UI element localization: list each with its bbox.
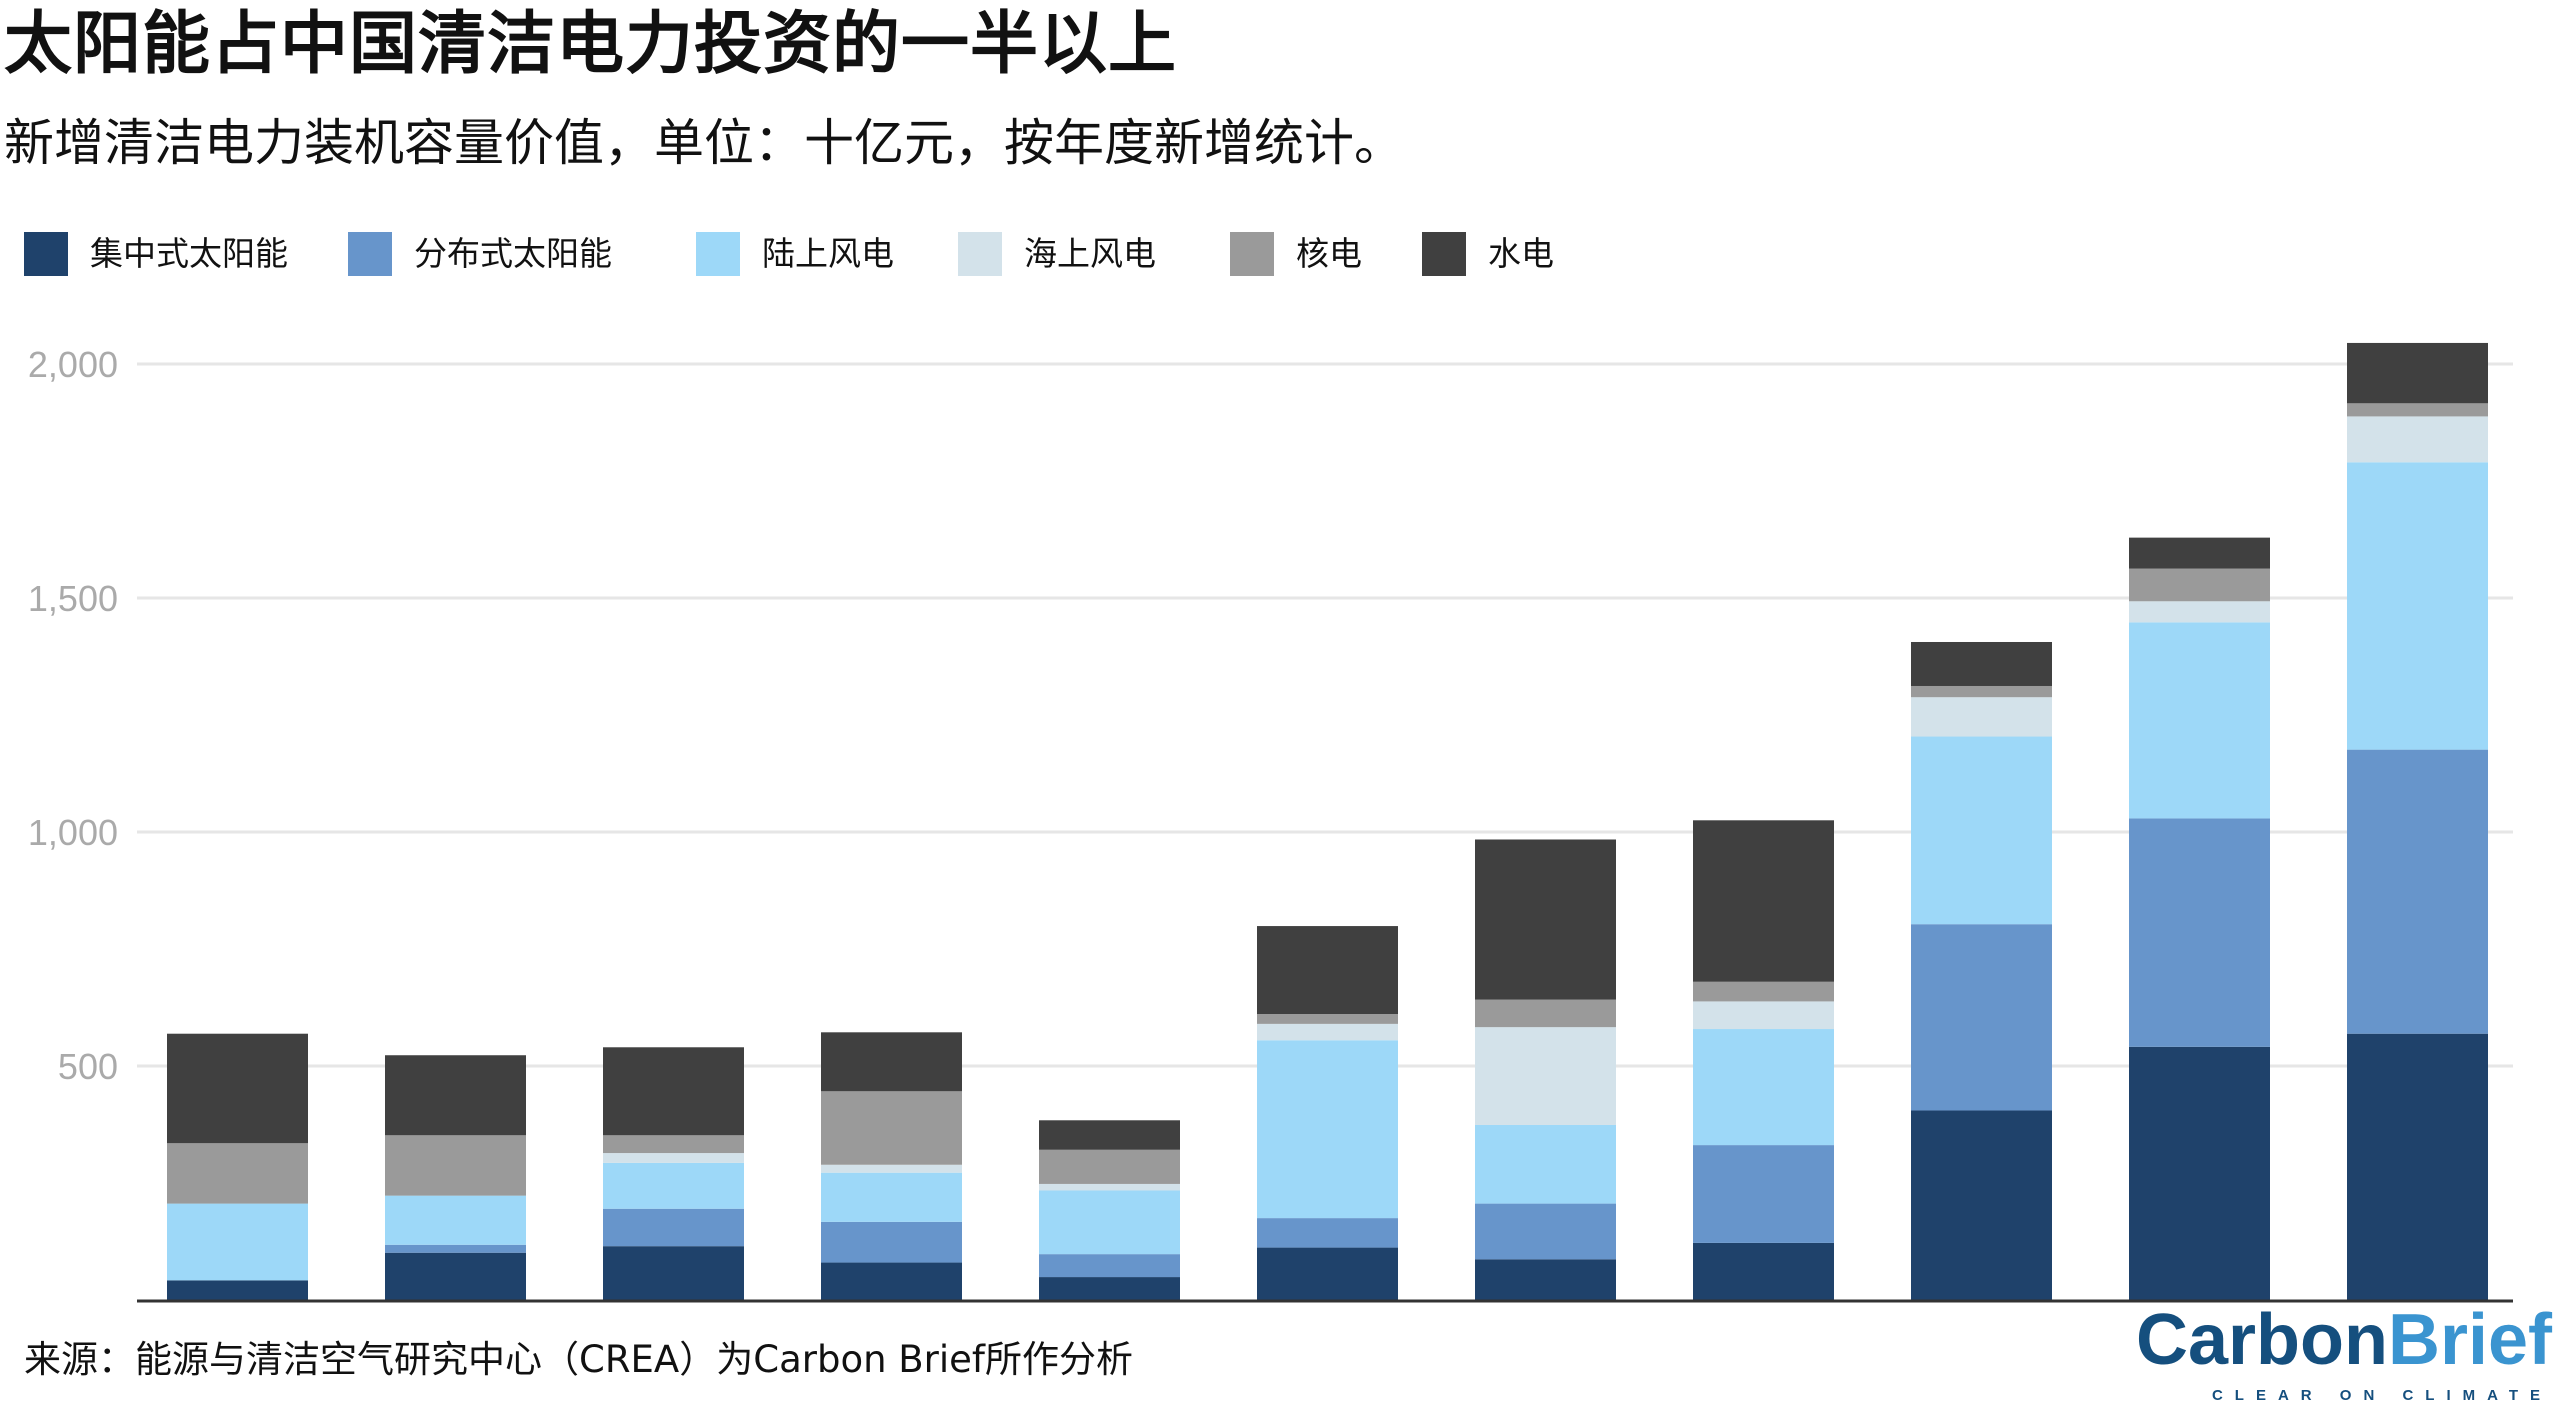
- bar-segment: [167, 1203, 308, 1281]
- bar-segment: [1039, 1277, 1180, 1300]
- bar-segment: [1693, 981, 1834, 1002]
- bar-segment: [603, 1246, 744, 1300]
- bar-segment: [1911, 736, 2052, 925]
- legend-swatch: [696, 232, 740, 276]
- bar-segment: [1693, 1242, 1834, 1300]
- bar-segment: [1257, 1247, 1398, 1300]
- bar-segment: [821, 1164, 962, 1173]
- bar-segment: [1039, 1190, 1180, 1255]
- bar-segment: [385, 1252, 526, 1300]
- bar-segment: [603, 1153, 744, 1163]
- legend-label: 分布式太阳能: [414, 234, 612, 273]
- bar-segment: [1693, 1001, 1834, 1030]
- bar-segment: [1475, 999, 1616, 1028]
- bar-segment: [821, 1032, 962, 1092]
- bar-segment: [1039, 1254, 1180, 1278]
- chart-title: 太阳能占中国清洁电力投资的一半以上: [4, 5, 1178, 84]
- legend-label: 核电: [1296, 234, 1362, 273]
- legend-item: 水电: [1422, 226, 1554, 282]
- bar-segment: [385, 1244, 526, 1253]
- bar-segment: [821, 1091, 962, 1165]
- bar-segment: [2347, 462, 2488, 750]
- legend-label: 集中式太阳能: [90, 234, 288, 273]
- bar-segment: [1693, 1029, 1834, 1146]
- y-tick-label: 500: [58, 1046, 118, 1087]
- bar-segment: [1911, 1110, 2052, 1300]
- bar-segment: [1257, 926, 1398, 1015]
- bar-segment: [1911, 924, 2052, 1111]
- bar-segment: [603, 1208, 744, 1247]
- bar-segment: [167, 1033, 308, 1144]
- bar-segment: [2129, 818, 2270, 1047]
- bar-segment: [2347, 416, 2488, 463]
- bar-segment: [1257, 1218, 1398, 1248]
- legend-label: 海上风电: [1024, 234, 1156, 273]
- legend-swatch: [958, 232, 1002, 276]
- legend-swatch: [1422, 232, 1466, 276]
- bar-segment: [385, 1135, 526, 1196]
- legend-item: 集中式太阳能: [24, 226, 288, 282]
- y-tick-label: 1,500: [28, 578, 118, 619]
- logo-tagline: CLEAR ON CLIMATE: [2211, 1387, 2552, 1404]
- bar-segment: [2129, 601, 2270, 623]
- bar-segment: [603, 1135, 744, 1154]
- legend-swatch: [1230, 232, 1274, 276]
- bar-segment: [2347, 749, 2488, 1034]
- logo-brief: Brief: [2387, 1300, 2552, 1380]
- bar-segment: [1911, 641, 2052, 686]
- bar-segment: [2347, 1033, 2488, 1300]
- bar-segment: [1693, 820, 1834, 982]
- bar-segment: [1257, 1023, 1398, 1041]
- bar-segment: [1911, 685, 2052, 698]
- legend-swatch: [348, 232, 392, 276]
- bar-segment: [2129, 568, 2270, 602]
- legend-item: 分布式太阳能: [348, 226, 612, 282]
- bar-segment: [821, 1221, 962, 1263]
- bar-segment: [1039, 1120, 1180, 1150]
- bar-segment: [1257, 1014, 1398, 1024]
- y-tick-label: 2,000: [28, 344, 118, 385]
- bar-segment: [1039, 1183, 1180, 1191]
- bar-segment: [1475, 1124, 1616, 1204]
- legend-item: 海上风电: [958, 226, 1156, 282]
- bar-segment: [1475, 1027, 1616, 1125]
- bar-segment: [385, 1195, 526, 1245]
- chart-subtitle: 新增清洁电力装机容量价值，单位：十亿元，按年度新增统计。: [4, 114, 1404, 172]
- bar-segment: [385, 1055, 526, 1136]
- bar-segment: [2347, 342, 2488, 404]
- bar-segment: [1257, 1040, 1398, 1219]
- y-tick-label: 1,000: [28, 812, 118, 853]
- bar-segment: [2129, 537, 2270, 569]
- bar-segment: [603, 1162, 744, 1209]
- bar-segment: [2129, 1046, 2270, 1300]
- bar-segment: [2129, 622, 2270, 819]
- bar-segment: [2347, 403, 2488, 417]
- legend-label: 陆上风电: [762, 234, 894, 273]
- bar-segment: [603, 1047, 744, 1136]
- legend-item: 陆上风电: [696, 226, 894, 282]
- legend-item: 核电: [1230, 226, 1362, 282]
- bar-segment: [821, 1262, 962, 1300]
- bar-segment: [821, 1172, 962, 1222]
- carbon-brief-logo: CarbonBrief CLEAR ON CLIMATE: [2032, 1300, 2552, 1406]
- bar-segment: [1475, 839, 1616, 1000]
- logo-carbon: Carbon: [2135, 1300, 2388, 1380]
- bar-segment: [167, 1143, 308, 1204]
- source-note: 来源：能源与清洁空气研究中心（CREA）为Carbon Brief所作分析: [24, 1338, 1133, 1381]
- legend-swatch: [24, 232, 68, 276]
- bar-segment: [1911, 697, 2052, 737]
- bar-segment: [167, 1280, 308, 1300]
- bar-segment: [1693, 1145, 1834, 1243]
- bar-segment: [1475, 1203, 1616, 1260]
- bar-segment: [1475, 1259, 1616, 1300]
- legend-label: 水电: [1488, 234, 1554, 273]
- bar-segment: [1039, 1149, 1180, 1184]
